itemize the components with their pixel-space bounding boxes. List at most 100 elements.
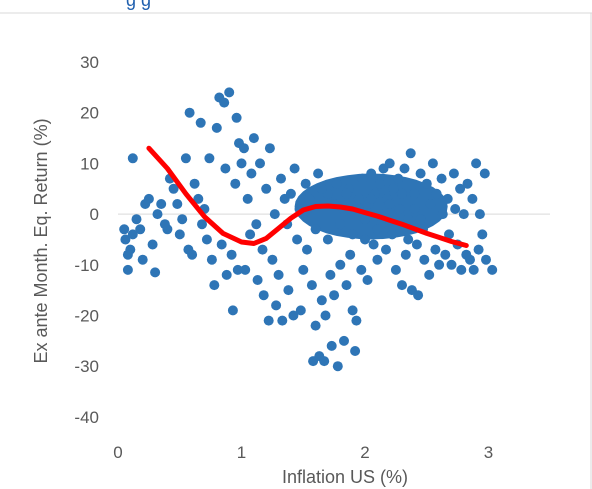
scatter-point — [393, 173, 404, 184]
scatter-point — [360, 214, 370, 225]
scatter-point — [409, 204, 420, 214]
scatter-point — [189, 178, 200, 189]
x-axis-ticks: 0 1 2 3 — [113, 443, 493, 462]
scatter-point — [289, 163, 300, 174]
scatter-point — [221, 269, 232, 280]
scatter-point — [120, 234, 131, 245]
scatter-point — [295, 305, 306, 316]
scatter-point — [216, 239, 227, 250]
scatter-point — [374, 178, 385, 189]
x-tick-label: 2 — [360, 443, 369, 462]
scatter-point — [384, 199, 395, 209]
scatter-point — [227, 305, 238, 316]
scatter-point — [224, 87, 235, 98]
scatter-point — [399, 163, 410, 174]
scatter-point — [172, 199, 183, 209]
scatter-point — [125, 244, 136, 255]
scatter-point — [246, 168, 257, 179]
scatter-point — [368, 239, 379, 250]
scatter-point — [245, 229, 256, 240]
scatter-point — [413, 290, 424, 301]
scatter-point — [335, 259, 346, 270]
scatter-point — [322, 234, 333, 245]
scatter-point — [456, 264, 467, 275]
scatter-point — [430, 244, 441, 255]
scatter-point — [403, 234, 414, 245]
scatter-point — [298, 264, 309, 275]
x-tick-label: 1 — [237, 443, 246, 462]
scatter-point — [267, 254, 278, 265]
chart-title-fragment: g g — [126, 0, 151, 10]
scatter-point — [366, 193, 377, 204]
scatter-point — [360, 234, 370, 245]
scatter-point — [135, 224, 146, 235]
scatter-point — [276, 173, 286, 184]
scatter-point — [366, 168, 377, 179]
scatter-point — [421, 178, 432, 189]
scatter-point — [206, 254, 217, 265]
scatter-point — [446, 259, 457, 270]
scatter-point — [264, 143, 275, 154]
scatter-point — [431, 188, 442, 199]
scatter-point — [240, 264, 251, 275]
scatter-point — [450, 204, 461, 214]
scatter-point — [479, 168, 490, 179]
scatter-point — [339, 335, 349, 346]
scatter-point — [411, 239, 422, 250]
scatter-point — [226, 249, 237, 260]
scatter-point — [387, 229, 398, 240]
scatter-point — [356, 264, 367, 275]
scatter-point — [263, 315, 274, 326]
scatter-point — [471, 158, 482, 169]
scatter-point — [271, 300, 282, 311]
scatter-point — [180, 153, 191, 164]
trend-line-layer — [146, 145, 469, 248]
trend-line — [146, 145, 469, 248]
scatter-point — [345, 249, 356, 260]
scatter-point — [177, 214, 188, 225]
scatter-point — [320, 310, 331, 321]
scatter-point — [257, 244, 268, 255]
scatter-point — [319, 356, 330, 367]
scatter-point — [251, 219, 262, 230]
scatter-point — [331, 178, 342, 189]
scatter-point — [230, 178, 241, 189]
scatter-point — [335, 219, 346, 230]
scatter-point — [474, 209, 485, 220]
scatter-point — [425, 199, 436, 209]
y-tick-label: -40 — [74, 408, 99, 427]
scatter-point — [168, 183, 179, 194]
scatter-point — [372, 254, 383, 265]
scatter-point — [152, 209, 163, 220]
scatter-point — [204, 153, 215, 164]
scatter-point — [434, 259, 445, 270]
scatter-point — [481, 254, 491, 265]
scatter-point — [119, 224, 130, 235]
scatter-point — [458, 209, 469, 220]
y-tick-label: 0 — [90, 205, 99, 224]
x-tick-label: 0 — [113, 443, 122, 462]
scatter-point — [487, 264, 498, 275]
scatter-point — [137, 254, 148, 265]
y-axis-ticks: 30 20 10 0 -10 -20 -30 -40 — [74, 53, 99, 427]
scatter-point — [390, 264, 401, 275]
scatter-point — [444, 229, 454, 240]
scatter-point — [332, 361, 343, 372]
x-axis-label: Inflation US (%) — [282, 467, 408, 487]
scatter-point — [302, 244, 312, 255]
scatter-point — [455, 183, 466, 194]
scatter-point — [347, 229, 358, 240]
scatter-point — [195, 117, 206, 128]
scatter-point — [381, 244, 391, 255]
scatter-point — [462, 178, 473, 189]
scatter-point — [231, 112, 242, 123]
scatter-point — [409, 188, 420, 199]
scatter-point — [131, 214, 142, 225]
scatter-point — [473, 244, 484, 255]
y-tick-label: 10 — [80, 154, 99, 173]
scatter-point — [437, 209, 448, 220]
scatter-point — [351, 315, 362, 326]
scatter-point — [147, 239, 158, 250]
scatter-point — [388, 183, 399, 194]
scatter-point — [201, 234, 212, 245]
